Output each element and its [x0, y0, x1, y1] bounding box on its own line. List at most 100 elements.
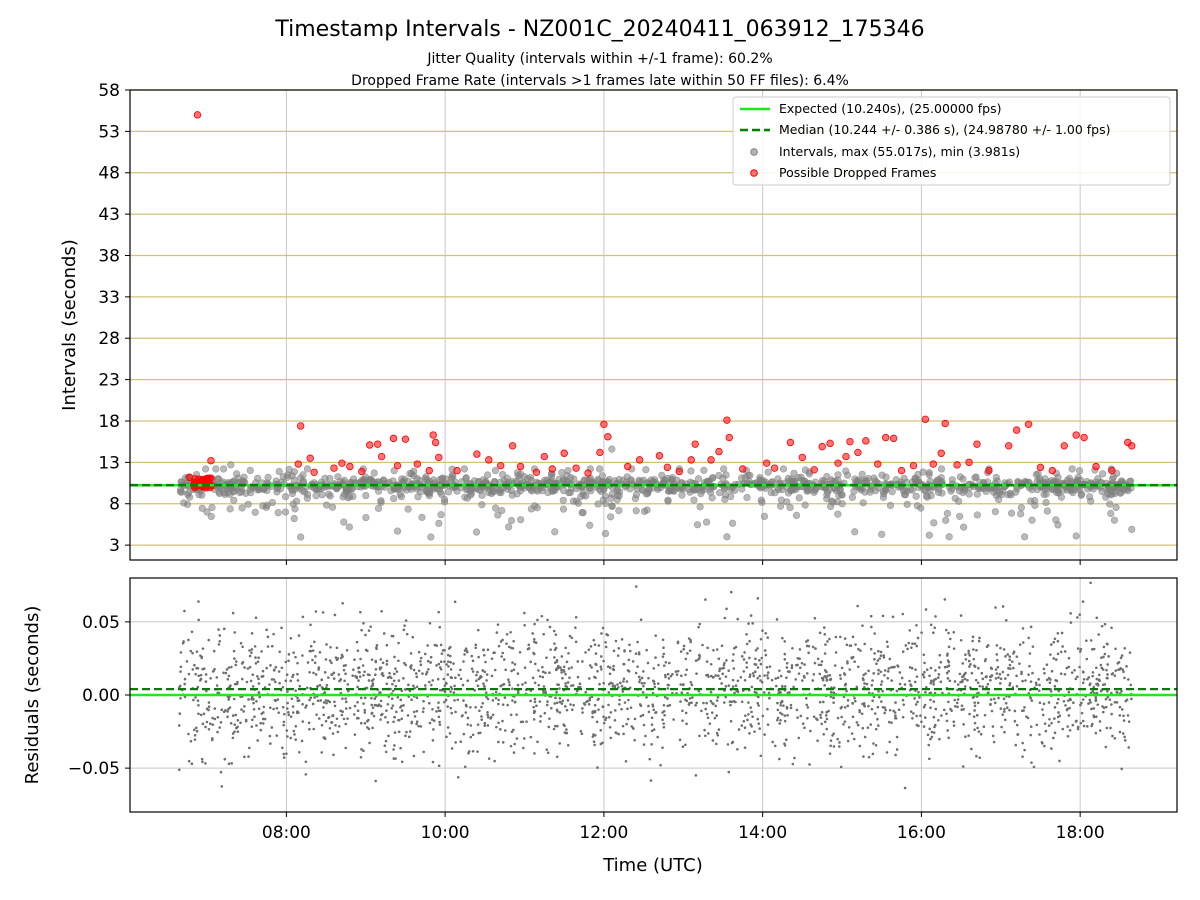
residual-point	[497, 698, 500, 702]
dropped-frame-point	[540, 452, 549, 461]
residual-point	[375, 644, 379, 647]
residual-point	[602, 715, 605, 719]
x-tick-label: 14:00	[738, 823, 787, 843]
interval-point	[436, 488, 444, 496]
residual-point	[243, 666, 246, 669]
residual-point	[1097, 673, 1101, 677]
interval-point	[246, 466, 254, 475]
residual-point	[653, 685, 657, 689]
residual-point	[742, 670, 746, 673]
residual-point	[853, 696, 856, 700]
residual-point	[743, 679, 747, 682]
residual-point	[480, 718, 483, 721]
residual-point	[391, 634, 395, 638]
residual-point	[913, 680, 917, 684]
residual-point	[604, 641, 607, 644]
residual-point	[822, 626, 826, 629]
residual-point	[883, 706, 887, 709]
residual-point	[560, 702, 564, 705]
residual-point	[1000, 725, 1003, 729]
residual-point	[535, 704, 538, 708]
residual-point	[932, 680, 935, 684]
residual-point	[939, 680, 943, 684]
residual-point	[456, 775, 460, 779]
residual-point	[241, 645, 244, 649]
residual-point	[429, 655, 433, 659]
residual-point	[1003, 730, 1006, 734]
interval-point	[942, 516, 950, 524]
residual-point	[287, 653, 291, 656]
residual-point	[201, 667, 204, 671]
residual-point	[823, 684, 826, 687]
residual-point	[754, 648, 758, 652]
residual-point	[1104, 745, 1108, 749]
residual-point	[642, 684, 645, 688]
interval-point	[505, 523, 513, 531]
residual-point	[811, 645, 815, 649]
interval-point	[700, 486, 708, 494]
residual-point	[823, 720, 827, 724]
residual-point	[824, 643, 827, 646]
residual-point	[906, 647, 909, 651]
residual-point	[316, 699, 320, 703]
residual-point	[766, 636, 770, 639]
residual-point	[811, 679, 815, 682]
residual-point	[412, 710, 416, 714]
residual-point	[989, 678, 992, 682]
residual-reference-lines	[130, 688, 1177, 697]
residual-point	[676, 640, 680, 644]
residual-point	[853, 660, 856, 664]
residual-point	[574, 615, 578, 619]
residual-point	[196, 699, 200, 702]
interval-point	[494, 511, 502, 519]
residual-point	[597, 708, 600, 711]
residual-point	[257, 656, 260, 660]
residual-point	[809, 729, 812, 733]
residual-point	[851, 715, 855, 719]
residual-point	[992, 697, 996, 701]
residual-point	[462, 699, 465, 702]
residual-point	[995, 658, 999, 662]
residual-point	[668, 703, 672, 707]
residual-point	[563, 705, 567, 708]
residual-point	[1073, 668, 1076, 672]
residual-point	[312, 671, 315, 675]
residual-point	[523, 737, 526, 740]
residual-point	[556, 664, 560, 668]
residual-point	[374, 673, 377, 676]
residual-point	[358, 671, 361, 674]
residual-point	[340, 713, 344, 717]
residual-point	[1095, 715, 1098, 718]
residual-point	[904, 644, 908, 647]
residual-point	[863, 686, 866, 689]
residual-point	[326, 699, 330, 703]
residual-point	[527, 643, 531, 647]
residual-point	[412, 684, 415, 688]
residual-point	[1124, 699, 1128, 703]
residual-point	[483, 670, 487, 674]
residual-point	[1021, 641, 1025, 644]
residual-point	[823, 669, 827, 672]
residual-point	[654, 634, 658, 637]
residual-point	[955, 701, 959, 705]
residual-point	[593, 643, 597, 646]
residual-point	[587, 648, 591, 652]
residual-point	[570, 636, 574, 640]
residual-point	[476, 628, 480, 632]
residual-point	[395, 710, 398, 714]
residual-point	[444, 681, 448, 685]
residual-point	[662, 703, 666, 707]
residual-point	[344, 672, 347, 676]
residual-point	[889, 666, 893, 669]
residual-point	[798, 657, 801, 661]
residual-point	[1113, 737, 1117, 740]
residual-point	[861, 677, 865, 680]
residual-point	[952, 720, 956, 724]
residual-point	[501, 703, 505, 706]
residual-point	[927, 757, 931, 761]
residual-point	[415, 685, 419, 689]
residual-point	[845, 643, 849, 647]
dropped-frame-point	[532, 468, 541, 476]
residual-point	[581, 660, 584, 663]
residual-point	[737, 728, 741, 731]
